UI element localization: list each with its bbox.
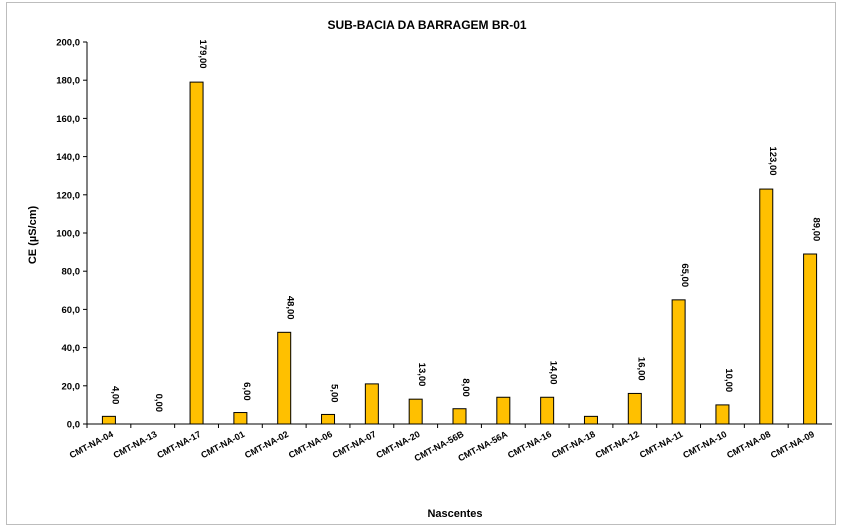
bar <box>321 413 336 425</box>
bar <box>759 188 774 425</box>
data-label: 6,00 <box>241 382 252 401</box>
bar <box>189 81 204 425</box>
bar <box>277 331 292 425</box>
chart-title: SUB-BACIA DA BARRAGEM BR-01 <box>327 18 526 32</box>
y-tick-label: 60,0 <box>62 305 81 316</box>
bar <box>364 383 379 425</box>
y-axis: 0,0 20,0 40,0 60,0 80,0 100,0 120,0 140,0 160,0 1… <box>56 38 88 431</box>
y-tick-label: 80,0 <box>62 267 81 278</box>
x-tick-label: CMT-NA-01 <box>199 429 246 460</box>
y-tick-label: 120,0 <box>56 190 80 201</box>
x-axis: CMT-NA-04CMT-NA-13CMT-NA-17CMT-NA-01CMT-… <box>68 423 832 464</box>
data-label: 10,00 <box>723 368 734 392</box>
data-label: 89,00 <box>811 218 822 242</box>
y-tick-label: 100,0 <box>56 229 80 240</box>
data-label: 123,00 <box>767 146 778 175</box>
x-tick-label: CMT-NA-09 <box>769 429 816 460</box>
data-label: 0,00 <box>153 394 164 413</box>
x-axis-title: Nascentes <box>427 508 482 520</box>
bar <box>715 404 730 425</box>
x-tick-label: CMT-NA-18 <box>550 429 597 460</box>
data-label: 179,00 <box>197 40 208 69</box>
bar <box>233 412 248 425</box>
x-tick-label: CMT-NA-11 <box>638 429 685 460</box>
chart-frame <box>6 2 836 525</box>
y-axis-title: CE (µS/cm) <box>27 206 39 265</box>
y-tick-label: 160,0 <box>56 114 80 125</box>
data-label: 5,00 <box>329 384 340 403</box>
data-label: 14,00 <box>548 361 559 385</box>
bars <box>101 81 818 425</box>
x-tick-label: CMT-NA-08 <box>725 429 772 460</box>
data-label: 16,00 <box>635 357 646 381</box>
x-tick-label: CMT-NA-12 <box>594 429 641 460</box>
y-tick-label: 40,0 <box>62 343 81 354</box>
bar <box>408 398 423 425</box>
bar <box>627 392 642 425</box>
x-tick-label: CMT-NA-56A <box>456 429 509 464</box>
x-tick-label: CMT-NA-16 <box>506 429 553 460</box>
bar <box>101 415 116 425</box>
bar <box>496 396 511 425</box>
x-tick-label: CMT-NA-07 <box>331 429 378 460</box>
y-tick-label: 200,0 <box>56 38 80 49</box>
x-tick-label: CMT-NA-02 <box>243 429 290 460</box>
y-tick-label: 20,0 <box>62 381 81 392</box>
bar <box>671 299 686 425</box>
data-labels: 4,00 0,00 179,00 6,00 48,00 5,00 13,00 8,00 14,0… <box>109 40 821 413</box>
data-label: 65,00 <box>679 263 690 287</box>
data-label: 13,00 <box>416 363 427 387</box>
x-tick-label: CMT-NA-04 <box>68 429 115 460</box>
data-label: 48,00 <box>285 296 296 320</box>
bar <box>452 408 467 425</box>
bar <box>583 415 598 425</box>
bar <box>803 253 818 425</box>
x-tick-label: CMT-NA-10 <box>681 429 728 460</box>
x-tick-label: CMT-NA-17 <box>155 429 202 460</box>
data-label: 4,00 <box>109 386 120 405</box>
data-label: 8,00 <box>460 378 471 397</box>
y-tick-label: 0,0 <box>67 420 80 431</box>
x-tick-label: CMT-NA-13 <box>112 429 159 460</box>
y-tick-label: 140,0 <box>56 152 80 163</box>
x-tick-label: CMT-NA-06 <box>287 429 334 460</box>
bar <box>540 396 555 425</box>
y-tick-label: 180,0 <box>56 76 80 87</box>
